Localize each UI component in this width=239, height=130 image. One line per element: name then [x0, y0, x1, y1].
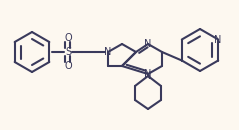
- Text: N: N: [144, 69, 152, 79]
- Text: N: N: [104, 47, 112, 57]
- Text: N: N: [214, 34, 222, 44]
- Text: O: O: [64, 61, 72, 71]
- Text: S: S: [65, 47, 71, 57]
- Text: O: O: [64, 33, 72, 43]
- Text: N: N: [144, 39, 152, 49]
- Text: N: N: [144, 71, 152, 81]
